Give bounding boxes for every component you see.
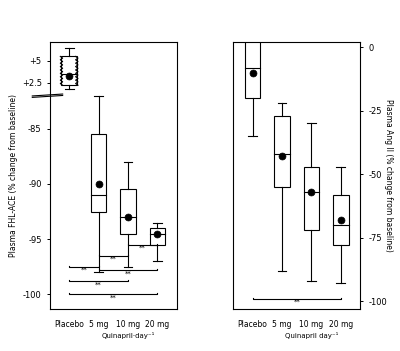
Text: **: ** [95,282,102,287]
Text: Quinapril·day⁻¹: Quinapril·day⁻¹ [101,332,155,339]
Text: 5 mg: 5 mg [272,319,292,329]
Text: **: ** [110,295,117,301]
Bar [333,194,348,245]
Text: 20 mg: 20 mg [145,319,170,329]
Text: 5 mg: 5 mg [89,319,108,329]
Y-axis label: Plasma FHL-ACE (% change from baseline): Plasma FHL-ACE (% change from baseline) [8,94,18,257]
Text: **: ** [293,299,300,305]
Bar [120,190,136,234]
Text: 20 mg: 20 mg [329,319,353,329]
Text: **: ** [139,245,146,251]
Bar [62,57,77,85]
Text: **: ** [80,267,87,273]
Bar [150,228,165,245]
Bar [274,116,290,187]
Text: Placebo: Placebo [238,319,268,329]
Text: 10 mg: 10 mg [116,319,140,329]
Text: **: ** [125,271,131,277]
Text: Placebo: Placebo [54,319,84,329]
Bar [245,34,260,98]
Bar [304,167,319,230]
Text: **: ** [110,256,117,262]
Text: Quinapril day⁻¹: Quinapril day⁻¹ [285,332,338,339]
Text: 10 mg: 10 mg [299,319,324,329]
Bar [91,134,106,212]
Y-axis label: Plasma Ang II (% change from baseline): Plasma Ang II (% change from baseline) [384,99,393,252]
